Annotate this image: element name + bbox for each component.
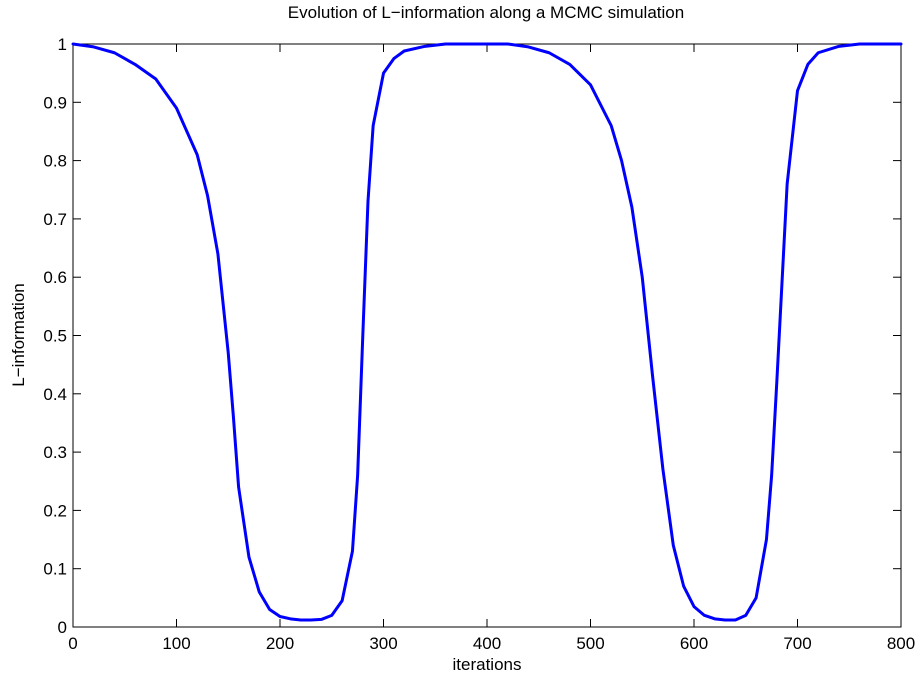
x-tick-label: 300 [369,634,397,653]
y-tick-label: 0.9 [43,93,67,112]
y-axis-label: L−information [9,283,28,386]
y-tick-label: 0.7 [43,210,67,229]
x-tick-label: 200 [266,634,294,653]
x-axis-label: iterations [453,655,522,674]
y-tick-label: 0.5 [43,327,67,346]
y-tick-label: 0.8 [43,152,67,171]
x-tick-label: 400 [473,634,501,653]
y-tick-label: 0.4 [43,385,67,404]
x-tick-label: 0 [68,634,77,653]
y-tick-label: 0 [58,618,67,637]
x-tick-label: 500 [576,634,604,653]
y-tick-label: 0.6 [43,268,67,287]
x-tick-label: 700 [783,634,811,653]
y-tick-label: 0.3 [43,443,67,462]
plot-area [72,43,902,628]
y-tick-label: 1 [58,35,67,54]
tick-labels: 0 100 200 300 400 500 600 700 800 0 0.1 0.2 0.3 0.4 0.… [43,35,915,653]
series-line [71,42,903,622]
x-tick-label: 800 [887,634,915,653]
x-tick-label: 600 [680,634,708,653]
y-tick-label: 0.1 [43,560,67,579]
y-tick-label: 0.2 [43,501,67,520]
x-tick-label: 100 [162,634,190,653]
chart-title: Evolution of L−information along a MCMC … [288,3,684,22]
